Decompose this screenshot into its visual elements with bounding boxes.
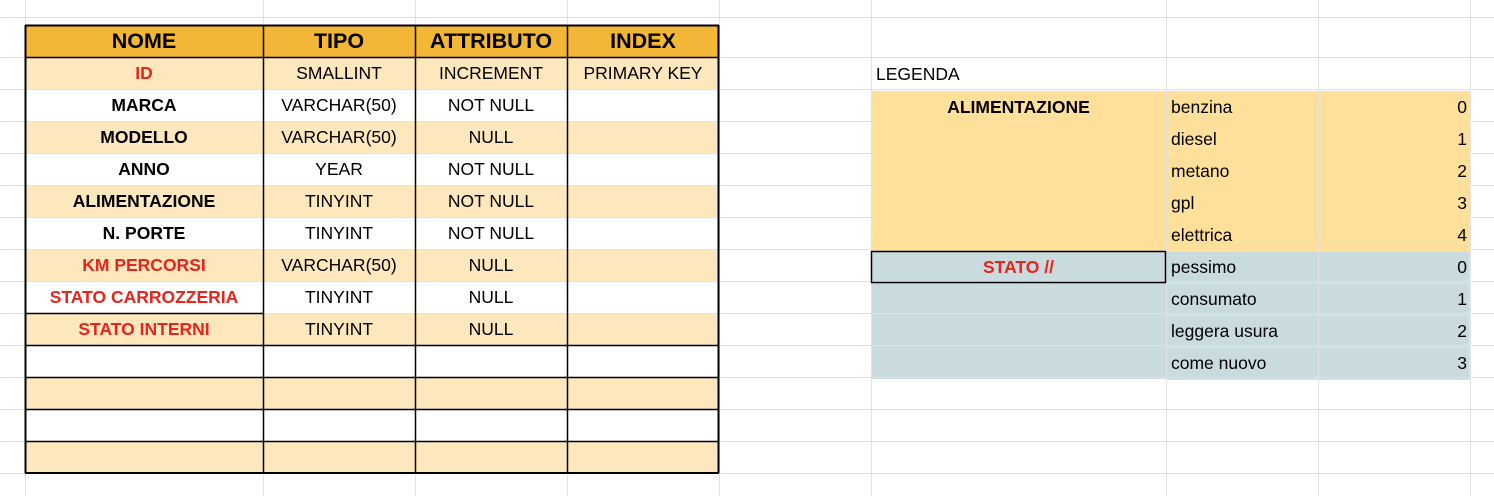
table-cell-index[interactable] [567,377,719,409]
legend-item-value[interactable]: 3 [1318,347,1470,379]
table-cell-attributo[interactable]: NULL [415,313,567,345]
legend-item-value[interactable]: 0 [1318,251,1470,283]
table-cell-attributo[interactable] [415,409,567,441]
legend-item-value[interactable]: 2 [1318,315,1470,347]
table-cell-tipo[interactable] [263,345,415,377]
table-cell-attributo[interactable] [415,441,567,473]
table-cell-index[interactable] [567,345,719,377]
table-cell-index[interactable] [567,153,719,185]
table-cell-attributo[interactable] [415,377,567,409]
column-header-nome[interactable]: NOME [25,25,263,58]
table-cell-attributo[interactable]: NOT NULL [415,89,567,121]
legend-item-value[interactable]: 1 [1318,123,1470,155]
table-cell-tipo[interactable]: TINYINT [263,185,415,217]
table-cell-tipo[interactable]: TINYINT [263,217,415,249]
table-cell-name[interactable]: MODELLO [25,121,263,153]
table-cell-index[interactable] [567,249,719,281]
legend-item-value[interactable]: 4 [1318,219,1470,251]
table-cell-name[interactable] [25,377,263,409]
table-cell-index[interactable] [567,281,719,313]
legend-item-value[interactable]: 0 [1318,91,1470,123]
table-cell-tipo[interactable]: TINYINT [263,313,415,345]
table-cell-tipo[interactable]: VARCHAR(50) [263,249,415,281]
legend-item-label[interactable]: metano [1166,155,1318,187]
table-cell-tipo[interactable]: YEAR [263,153,415,185]
table-cell-tipo[interactable]: TINYINT [263,281,415,313]
table-cell-name[interactable]: ID [25,57,263,89]
table-cell-attributo[interactable]: INCREMENT [415,57,567,89]
table-cell-index[interactable] [567,313,719,345]
table-cell-name[interactable]: ALIMENTAZIONE [25,185,263,217]
column-header-index[interactable]: INDEX [567,25,719,58]
table-cell-attributo[interactable]: NULL [415,249,567,281]
column-header-attributo[interactable]: ATTRIBUTO [415,25,567,58]
table-cell-tipo[interactable] [263,441,415,473]
table-cell-attributo[interactable]: NOT NULL [415,153,567,185]
legend-item-value[interactable]: 2 [1318,155,1470,187]
table-cell-name[interactable] [25,441,263,473]
table-cell-tipo[interactable] [263,409,415,441]
legend-group-label[interactable]: STATO // [871,251,1166,379]
legend-item-value[interactable]: 1 [1318,283,1470,315]
legend-item-label[interactable]: come nuovo [1166,347,1318,379]
legend-item-label[interactable]: elettrica [1166,219,1318,251]
table-cell-name[interactable]: STATO CARROZZERIA [25,281,263,313]
table-cell-name[interactable]: ANNO [25,153,263,185]
table-cell-tipo[interactable]: SMALLINT [263,57,415,89]
table-cell-tipo[interactable] [263,377,415,409]
table-cell-attributo[interactable]: NOT NULL [415,185,567,217]
table-cell-index[interactable] [567,89,719,121]
table-cell-name[interactable]: KM PERCORSI [25,249,263,281]
table-cell-attributo[interactable]: NULL [415,121,567,153]
legend-item-label[interactable]: gpl [1166,187,1318,219]
table-cell-name[interactable]: MARCA [25,89,263,121]
table-cell-index[interactable]: PRIMARY KEY [567,57,719,89]
legend-item-label[interactable]: benzina [1166,91,1318,123]
legend-item-label[interactable]: consumato [1166,283,1318,315]
table-cell-name[interactable] [25,345,263,377]
table-cell-name[interactable]: STATO INTERNI [25,313,263,345]
table-cell-index[interactable] [567,441,719,473]
legend-title[interactable]: LEGENDA [876,63,960,84]
table-cell-name[interactable] [25,409,263,441]
table-cell-index[interactable] [567,217,719,249]
legend-item-label[interactable]: pessimo [1166,251,1318,283]
table-cell-index[interactable] [567,409,719,441]
table-cell-tipo[interactable]: VARCHAR(50) [263,89,415,121]
table-cell-tipo[interactable]: VARCHAR(50) [263,121,415,153]
column-header-tipo[interactable]: TIPO [263,25,415,58]
table-cell-index[interactable] [567,121,719,153]
legend-group-label[interactable]: ALIMENTAZIONE [871,91,1166,251]
table-cell-attributo[interactable]: NOT NULL [415,217,567,249]
legend-item-label[interactable]: leggera usura [1166,315,1318,347]
legend-item-value[interactable]: 3 [1318,187,1470,219]
table-cell-name[interactable]: N. PORTE [25,217,263,249]
table-cell-attributo[interactable]: NULL [415,281,567,313]
table-cell-index[interactable] [567,185,719,217]
legend-item-label[interactable]: diesel [1166,123,1318,155]
table-cell-attributo[interactable] [415,345,567,377]
